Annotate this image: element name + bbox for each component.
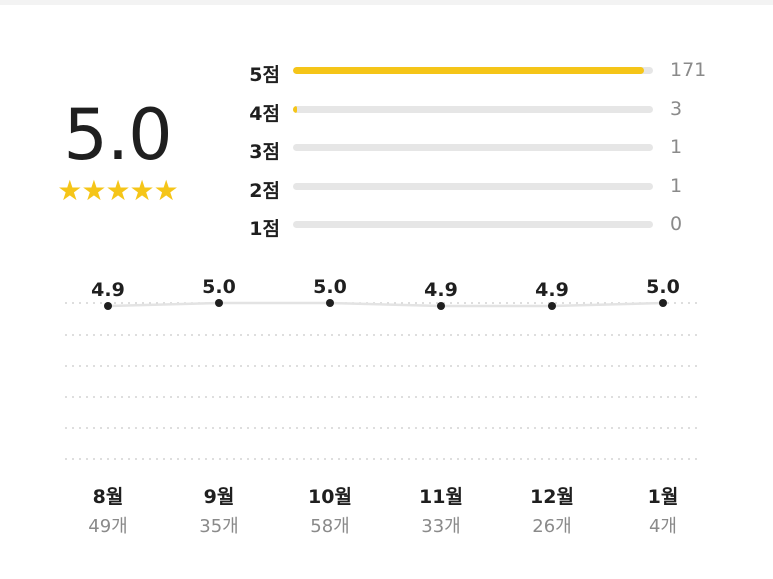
data-point (659, 299, 667, 307)
series-line (107, 301, 664, 308)
month-review-count: 33개 (421, 516, 461, 537)
month-review-count: 35개 (199, 516, 239, 537)
distribution-row-2: 2점 1 (238, 169, 738, 208)
data-label: 5.0 (313, 276, 347, 298)
distribution-bar-track (293, 105, 653, 113)
distribution-label: 5점 (249, 64, 280, 86)
star-rating-icon: ★★★★★ (57, 174, 179, 207)
data-point (437, 302, 445, 310)
distribution-label: 1점 (249, 218, 280, 240)
rating-distribution: 5점 171 4점 3 3점 1 2점 1 1점 0 (238, 53, 738, 246)
rating-summary: 5.0 ★★★★★ (40, 95, 195, 207)
month-label: 9월 (203, 486, 235, 508)
trend-chart-svg: 4.9 5.0 5.0 4.9 4.9 5.0 (65, 276, 700, 460)
distribution-label: 3점 (249, 141, 280, 163)
distribution-count: 0 (670, 213, 683, 235)
month-review-count: 58개 (310, 516, 350, 537)
distribution-row-4: 4점 3 (238, 92, 738, 131)
average-score: 5.0 (63, 94, 172, 176)
distribution-bar-track (293, 182, 653, 190)
top-divider (0, 0, 773, 5)
data-point (104, 302, 112, 310)
data-label: 4.9 (91, 279, 125, 301)
distribution-row-3: 3점 1 (238, 130, 738, 169)
month-review-count: 49개 (88, 516, 128, 537)
data-label: 4.9 (535, 279, 569, 301)
distribution-bar-track (293, 67, 653, 74)
distribution-bar-track (293, 144, 653, 151)
distribution-bar-fill (293, 67, 644, 74)
distribution-label: 2점 (249, 179, 280, 202)
data-point (326, 299, 334, 307)
distribution-bar-track (293, 221, 653, 228)
month-label: 10월 (308, 486, 352, 508)
month-review-count: 26개 (532, 516, 572, 537)
distribution-bar-fill (293, 105, 298, 113)
distribution-count: 171 (670, 59, 707, 81)
month-label: 8월 (92, 486, 124, 508)
month-label: 12월 (530, 486, 574, 508)
data-point (548, 302, 556, 310)
month-label: 11월 (419, 486, 463, 508)
distribution-count: 1 (670, 136, 683, 158)
distribution-row-1: 1점 0 (238, 207, 738, 246)
month-label: 1월 (647, 486, 679, 508)
distribution-count: 3 (670, 97, 683, 120)
data-label: 4.9 (424, 279, 458, 301)
data-label: 5.0 (646, 276, 680, 298)
distribution-count: 1 (670, 174, 683, 197)
month-review-count: 4개 (648, 516, 677, 537)
distribution-row-5: 5점 171 (238, 53, 738, 92)
data-point (215, 299, 223, 307)
monthly-rating-trend: 4.9 5.0 5.0 4.9 4.9 5.0 8월 49개 9월 35개 10월 58개 11월 33… (0, 260, 773, 540)
data-label: 5.0 (202, 276, 236, 298)
distribution-label: 4점 (249, 102, 280, 125)
